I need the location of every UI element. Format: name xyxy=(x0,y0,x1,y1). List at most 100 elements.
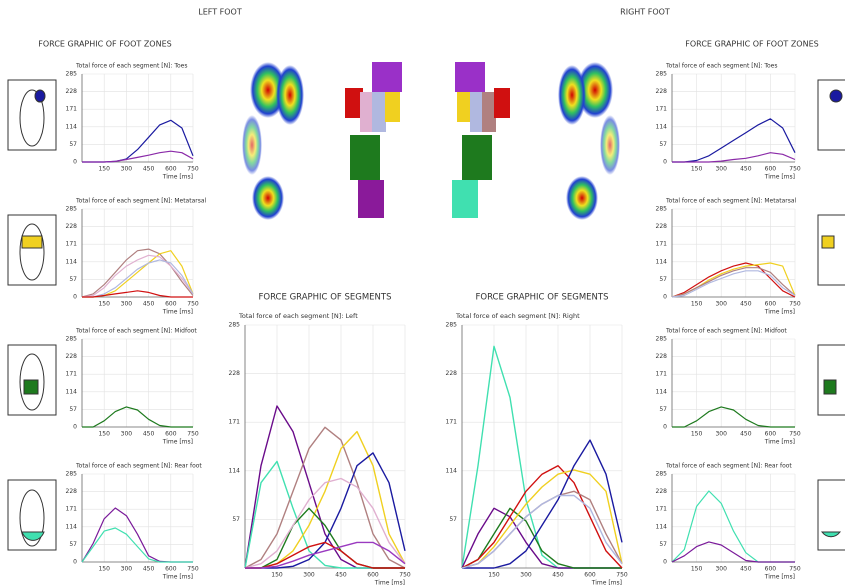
y-tick-label: 285 xyxy=(656,206,668,213)
y-tick-label: 57 xyxy=(659,141,667,148)
zones-heading: FORCE GRAPHIC OF FOOT ZONES xyxy=(685,40,818,49)
x-axis-label: Time [ms] xyxy=(591,580,622,587)
x-tick-label: 300 xyxy=(121,566,133,573)
x-tick-label: 300 xyxy=(121,301,133,308)
x-tick-label: 150 xyxy=(488,572,500,579)
x-tick-label: 150 xyxy=(691,166,703,173)
y-tick-label: 114 xyxy=(66,258,78,265)
x-tick-label: 600 xyxy=(584,572,596,579)
y-tick-label: 0 xyxy=(663,424,667,431)
heatmap-left xyxy=(242,62,304,220)
segment-map-left xyxy=(345,62,402,218)
x-tick-label: 300 xyxy=(520,572,532,579)
x-tick-label: 750 xyxy=(187,301,199,308)
y-tick-label: 228 xyxy=(656,353,668,360)
left-foot-heading: LEFT FOOT xyxy=(198,8,242,17)
y-tick-label: 228 xyxy=(446,370,458,377)
segment-map-right xyxy=(452,62,510,218)
y-tick-label: 57 xyxy=(659,406,667,413)
y-tick-label: 285 xyxy=(656,71,668,78)
y-tick-label: 114 xyxy=(656,388,668,395)
y-tick-label: 114 xyxy=(66,523,78,530)
x-tick-label: 750 xyxy=(789,166,801,173)
y-tick-label: 171 xyxy=(656,506,668,513)
x-tick-label: 600 xyxy=(165,166,177,173)
y-tick-label: 285 xyxy=(229,322,241,329)
x-axis-label: Time [ms] xyxy=(374,580,405,587)
y-tick-label: 0 xyxy=(73,294,77,301)
y-tick-label: 57 xyxy=(659,276,667,283)
x-axis-label: Time [ms] xyxy=(764,309,795,316)
chart-subtitle: Total force of each segment [N]: Metatar… xyxy=(75,198,207,205)
chart-subtitle: Total force of each segment [N]: Toes xyxy=(665,63,777,70)
x-tick-label: 600 xyxy=(765,301,777,308)
plot-area xyxy=(672,74,795,162)
plot-area xyxy=(82,209,193,297)
y-tick-label: 171 xyxy=(66,371,78,378)
x-tick-label: 600 xyxy=(367,572,379,579)
y-tick-label: 228 xyxy=(66,223,78,230)
y-tick-label: 171 xyxy=(656,241,668,248)
x-tick-label: 450 xyxy=(143,166,155,173)
y-tick-label: 171 xyxy=(66,241,78,248)
y-tick-label: 0 xyxy=(663,159,667,166)
y-tick-label: 0 xyxy=(73,424,77,431)
x-tick-label: 600 xyxy=(765,566,777,573)
x-tick-label: 300 xyxy=(303,572,315,579)
y-tick-label: 228 xyxy=(656,488,668,495)
y-tick-label: 57 xyxy=(69,141,77,148)
y-tick-label: 228 xyxy=(66,88,78,95)
y-tick-label: 228 xyxy=(66,488,78,495)
x-tick-label: 750 xyxy=(187,431,199,438)
y-tick-label: 171 xyxy=(66,106,78,113)
x-tick-label: 150 xyxy=(271,572,283,579)
plot-area xyxy=(672,474,795,562)
x-tick-label: 150 xyxy=(691,431,703,438)
y-tick-label: 228 xyxy=(656,88,668,95)
y-tick-label: 285 xyxy=(66,336,78,343)
x-axis-label: Time [ms] xyxy=(764,574,795,581)
y-tick-label: 57 xyxy=(69,276,77,283)
y-tick-label: 285 xyxy=(446,322,458,329)
x-axis-label: Time [ms] xyxy=(764,439,795,446)
x-tick-label: 300 xyxy=(121,431,133,438)
plot-area xyxy=(82,339,193,427)
x-tick-label: 450 xyxy=(143,301,155,308)
x-tick-label: 450 xyxy=(740,431,752,438)
y-tick-label: 114 xyxy=(656,258,668,265)
y-tick-label: 57 xyxy=(449,516,457,523)
x-tick-label: 600 xyxy=(165,431,177,438)
x-tick-label: 750 xyxy=(187,566,199,573)
y-tick-label: 171 xyxy=(656,106,668,113)
plot-area xyxy=(245,325,405,568)
plot-area xyxy=(82,474,193,562)
x-tick-label: 600 xyxy=(765,166,777,173)
y-tick-label: 171 xyxy=(66,506,78,513)
y-tick-label: 285 xyxy=(66,71,78,78)
chart-subtitle: Total force of each segment [N]: Left xyxy=(238,312,358,320)
x-tick-label: 750 xyxy=(616,572,628,579)
x-tick-label: 450 xyxy=(740,301,752,308)
y-tick-label: 0 xyxy=(663,559,667,566)
plot-area xyxy=(672,209,795,297)
chart-subtitle: Total force of each segment [N]: Toes xyxy=(75,63,187,70)
y-tick-label: 285 xyxy=(66,471,78,478)
x-tick-label: 450 xyxy=(740,566,752,573)
y-tick-label: 171 xyxy=(229,419,241,426)
x-tick-label: 750 xyxy=(399,572,411,579)
x-tick-label: 450 xyxy=(143,566,155,573)
x-tick-label: 450 xyxy=(740,166,752,173)
y-tick-label: 171 xyxy=(656,371,668,378)
y-tick-label: 285 xyxy=(66,206,78,213)
x-tick-label: 150 xyxy=(98,166,110,173)
x-tick-label: 750 xyxy=(789,431,801,438)
y-tick-label: 0 xyxy=(73,559,77,566)
y-tick-label: 228 xyxy=(66,353,78,360)
x-tick-label: 300 xyxy=(121,166,133,173)
x-tick-label: 300 xyxy=(715,566,727,573)
chart-subtitle: Total force of each segment [N]: Right xyxy=(455,312,580,320)
screen: LEFT FOOT RIGHT FOOT FORCE GRAPHIC OF FO… xyxy=(0,0,845,588)
y-tick-label: 114 xyxy=(656,523,668,530)
x-tick-label: 300 xyxy=(715,301,727,308)
chart-subtitle: Total force of each segment [N]: Rear fo… xyxy=(75,463,202,470)
